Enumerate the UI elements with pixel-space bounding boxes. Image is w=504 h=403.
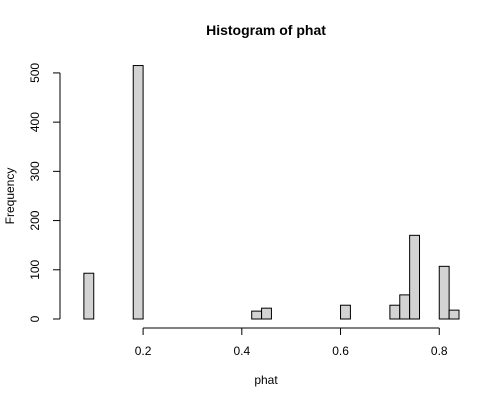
y-tick-label: 200 [28, 210, 42, 230]
histogram-bar [251, 310, 263, 320]
histogram-bar [409, 234, 421, 320]
histogram-bar [83, 272, 95, 320]
y-tick-label: 500 [28, 63, 42, 83]
histogram-bar [389, 304, 401, 320]
histogram-bar [448, 309, 460, 320]
y-tick-label: 300 [28, 161, 42, 181]
histogram-bar [340, 304, 351, 320]
histogram-bar [261, 307, 272, 320]
x-axis-label: phat [254, 373, 278, 387]
x-tick-label: 0.6 [332, 344, 349, 358]
histogram-bar [399, 294, 411, 320]
x-tick-label: 0.4 [233, 344, 250, 358]
y-tick-label: 100 [28, 259, 42, 279]
x-tick-label: 0.2 [135, 344, 152, 358]
x-tick-label: 0.8 [431, 344, 448, 358]
chart-title: Histogram of phat [206, 22, 326, 38]
bars-group [83, 65, 460, 320]
x-axis: 0.2 0.4 0.6 0.8 [135, 327, 448, 358]
y-axis-label: Frequency [3, 168, 17, 225]
histogram-bar [132, 65, 144, 320]
y-tick-label: 0 [28, 315, 42, 322]
y-axis: 0 100 200 300 400 500 [28, 63, 61, 322]
y-tick-label: 400 [28, 112, 42, 132]
histogram-bar [438, 265, 450, 320]
